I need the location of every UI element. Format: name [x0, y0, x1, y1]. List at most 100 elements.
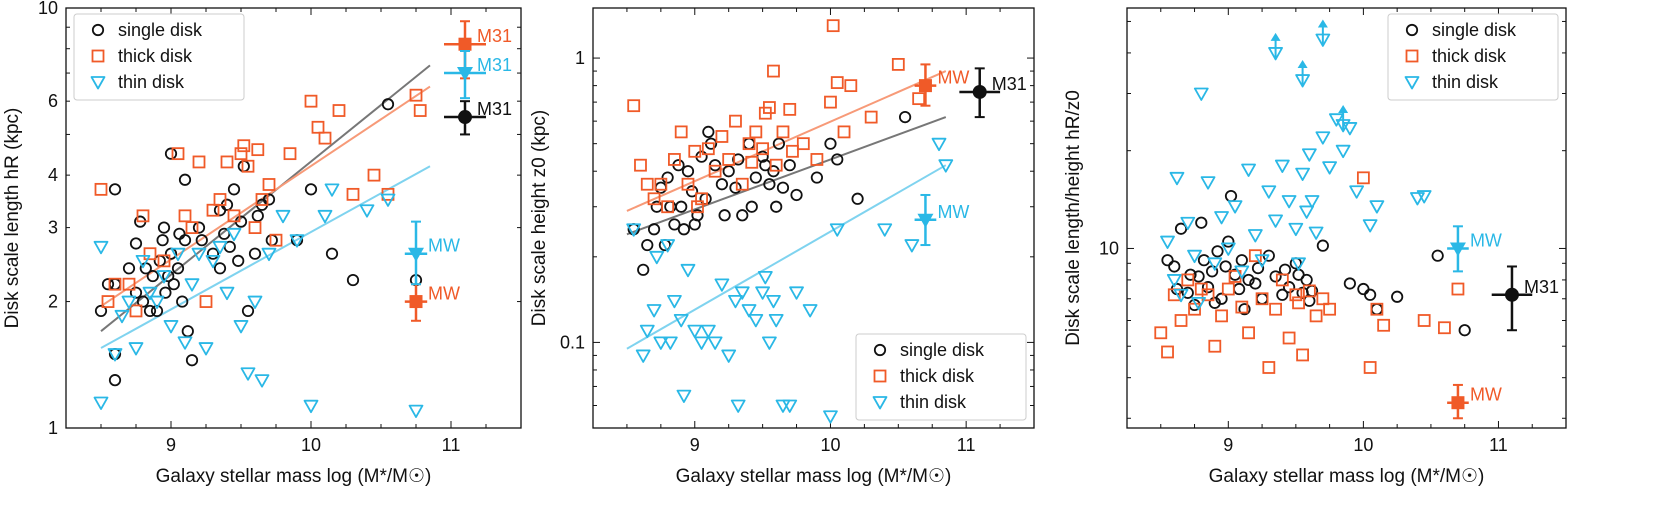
data-point-single	[677, 223, 691, 236]
data-point-thick	[192, 155, 206, 169]
data-point-thick	[213, 193, 227, 206]
data-point-single	[637, 263, 650, 276]
data-point-thin	[212, 240, 228, 255]
data-point-thick	[234, 147, 248, 161]
data-point-thin	[639, 324, 655, 339]
y-tick-label: 1	[575, 48, 585, 68]
data-point-thin	[721, 349, 737, 363]
reference-mw-thick	[404, 283, 428, 322]
reference-label: MW	[1470, 385, 1502, 405]
data-point-single	[171, 262, 185, 275]
data-point-thin	[184, 278, 200, 292]
data-point-thick	[681, 177, 695, 191]
data-point-thick	[413, 104, 427, 117]
data-point-thick	[255, 193, 269, 206]
data-point-single	[265, 234, 278, 247]
data-point-single	[346, 273, 360, 287]
reference-label: M31	[1524, 277, 1559, 297]
legend-label: thin disk	[1432, 72, 1499, 92]
data-point-single	[824, 137, 837, 150]
data-point-single	[178, 234, 192, 247]
data-point-thin	[1295, 167, 1310, 182]
reference-label: M31	[477, 55, 512, 75]
lower-limit-arrow	[1295, 60, 1310, 88]
data-point-single	[159, 286, 172, 299]
data-point-single	[304, 183, 318, 196]
data-point-single	[381, 98, 395, 111]
data-point-thin	[156, 270, 172, 284]
data-point-single	[129, 237, 143, 250]
data-point-single	[851, 192, 864, 205]
data-point-thin	[303, 399, 319, 414]
data-point-thin	[1254, 254, 1270, 268]
data-point-thick	[668, 153, 681, 166]
data-point-thin	[1301, 148, 1317, 162]
data-point-single	[749, 171, 762, 184]
data-point-single	[248, 247, 262, 260]
data-point-thick	[864, 110, 878, 124]
reference-label: M31	[477, 26, 512, 46]
data-point-thin	[1274, 159, 1290, 173]
data-point-thin	[768, 313, 784, 328]
data-point-thin	[660, 239, 676, 253]
data-point-thick	[891, 58, 905, 71]
data-point-thick	[248, 221, 262, 235]
data-point-thin	[700, 324, 716, 339]
data-point-thick	[722, 153, 736, 166]
data-point-thick	[701, 142, 715, 156]
data-point-single	[325, 247, 339, 260]
data-point-thin	[149, 295, 165, 309]
data-point-thick	[695, 192, 708, 206]
data-point-single	[213, 262, 227, 275]
data-point-thin	[170, 247, 186, 262]
legend: single disk thick disk thin disk	[855, 333, 1027, 421]
data-point-single	[1391, 290, 1404, 303]
fit-line-thick	[626, 70, 947, 212]
data-point-thin	[687, 324, 703, 339]
y-tick-label: 6	[48, 91, 58, 111]
data-point-single	[1370, 303, 1383, 316]
data-point-thick	[830, 76, 844, 89]
data-point-thin	[877, 223, 893, 237]
data-point-thick	[1377, 318, 1391, 332]
data-point-thick	[199, 295, 213, 308]
data-point-thick	[178, 209, 192, 223]
marker-filled	[1449, 242, 1466, 257]
data-point-single	[1242, 273, 1255, 287]
fit-line-thin	[626, 164, 947, 350]
data-point-thin	[626, 223, 642, 237]
data-point-thick	[810, 153, 824, 166]
data-point-single	[1357, 282, 1370, 296]
lower-limit-arrow	[1315, 19, 1331, 47]
data-point-single	[108, 374, 122, 387]
data-point-single	[1174, 222, 1188, 235]
fit-line-single	[626, 116, 947, 236]
data-point-thick	[661, 200, 675, 214]
data-point-thin	[1288, 222, 1304, 237]
data-point-thin	[380, 193, 396, 207]
data-point-thick	[1296, 348, 1309, 362]
data-point-thick	[1181, 273, 1195, 287]
data-point-thick	[1201, 288, 1215, 302]
data-point-thin	[142, 286, 158, 301]
data-point-thick	[1289, 288, 1303, 302]
data-point-thick	[1242, 326, 1255, 340]
legend: single disk thick disk thin disk	[1387, 13, 1559, 101]
data-point-thick	[1370, 302, 1384, 316]
reference-label: MW	[937, 202, 969, 222]
data-point-single	[241, 304, 255, 318]
data-point-single	[1278, 263, 1292, 276]
data-point-thin	[254, 374, 270, 388]
data-point-thin	[261, 247, 277, 262]
data-point-thick	[742, 137, 756, 151]
data-point-single	[1282, 281, 1296, 294]
data-point-thin	[1268, 47, 1283, 61]
data-point-single	[94, 304, 108, 318]
data-point-single	[647, 223, 661, 236]
panel-scale-height: 9 10 11 0.1 1 Galaxy stellar mass log (M*/M☉)…	[529, 7, 1035, 487]
data-point-thick	[157, 254, 171, 268]
data-point-single	[181, 325, 194, 338]
data-point-thin	[1160, 235, 1175, 249]
data-point-thick	[1208, 339, 1222, 353]
data-point-thin	[762, 336, 777, 350]
